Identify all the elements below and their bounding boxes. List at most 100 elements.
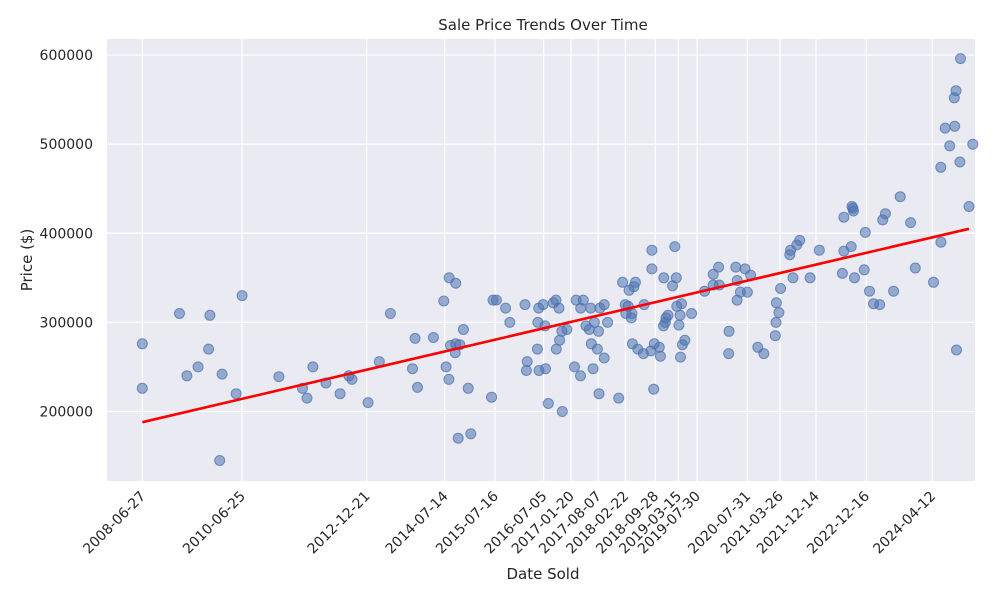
data-point	[707, 268, 719, 280]
data-point	[769, 330, 781, 342]
data-point	[273, 371, 285, 383]
data-point	[230, 388, 242, 400]
data-point	[569, 361, 580, 373]
data-point	[575, 370, 586, 382]
data-point	[713, 261, 725, 273]
data-point	[670, 272, 682, 284]
data-point	[457, 324, 469, 335]
data-point	[577, 294, 589, 306]
data-point	[598, 299, 610, 311]
data-point	[894, 191, 906, 203]
data-point	[675, 351, 686, 363]
x-axis-label: Date Sold	[506, 565, 579, 583]
data-point	[236, 290, 248, 302]
data-point	[879, 208, 891, 220]
data-point	[939, 122, 951, 134]
data-point	[935, 236, 947, 248]
data-point	[730, 261, 742, 273]
data-point	[905, 217, 917, 229]
data-point	[440, 361, 452, 373]
data-point	[203, 343, 215, 355]
data-point	[591, 343, 603, 355]
data-point	[585, 302, 597, 314]
x-tick-label: 2024-04-12	[870, 489, 939, 558]
data-point	[307, 361, 319, 373]
data-point	[954, 156, 966, 168]
x-tick-label: 2008-06-27	[80, 489, 149, 558]
data-point	[542, 398, 554, 409]
data-point	[554, 334, 566, 346]
data-point	[553, 302, 565, 314]
data-point	[593, 325, 604, 337]
data-point	[556, 406, 568, 417]
data-point	[412, 381, 423, 393]
data-point	[686, 308, 698, 319]
data-point	[770, 316, 782, 328]
y-axis-label: Price ($)	[18, 229, 36, 292]
data-point	[773, 307, 785, 319]
data-point	[949, 120, 961, 132]
data-point	[346, 373, 358, 385]
data-point	[500, 302, 512, 314]
data-point	[629, 276, 641, 288]
data-point	[174, 308, 185, 319]
data-point	[676, 298, 687, 310]
data-point	[531, 343, 543, 355]
data-point	[874, 299, 886, 311]
data-points	[136, 53, 979, 466]
data-point	[813, 244, 825, 256]
data-point	[462, 382, 474, 394]
data-point	[963, 201, 975, 212]
data-point	[654, 350, 666, 362]
y-tick-label: 200000	[40, 404, 93, 420]
data-point	[859, 226, 871, 238]
data-point	[741, 286, 753, 298]
data-point	[192, 361, 204, 373]
data-point	[836, 267, 848, 279]
data-point	[504, 316, 516, 328]
y-tick-label: 500000	[40, 137, 93, 153]
data-point	[723, 348, 735, 360]
data-point	[804, 272, 816, 284]
data-point	[540, 363, 551, 375]
data-point	[136, 382, 148, 394]
data-point	[648, 383, 660, 395]
data-point	[845, 241, 857, 253]
data-point	[909, 262, 921, 274]
data-point	[362, 397, 374, 409]
data-point	[770, 297, 782, 309]
data-point	[334, 388, 346, 400]
data-point	[955, 53, 966, 65]
data-point	[758, 348, 770, 360]
data-point	[407, 363, 418, 375]
data-point	[587, 363, 599, 375]
data-point	[613, 392, 625, 404]
x-axis-ticks: 2008-06-27 2010-06-25 2012-12-21 2014-07-14…	[80, 488, 939, 557]
data-point	[598, 352, 610, 364]
data-point	[450, 277, 462, 289]
data-point	[794, 234, 806, 246]
data-point	[452, 432, 464, 444]
trend-line	[142, 227, 970, 424]
data-point	[216, 368, 228, 380]
y-axis-ticks: 200000 300000 400000 500000 600000	[40, 48, 93, 420]
data-point	[787, 272, 799, 284]
data-point	[669, 241, 681, 253]
data-point	[181, 370, 193, 382]
data-point	[301, 392, 313, 404]
y-tick-label: 300000	[40, 315, 93, 331]
data-point	[602, 316, 614, 328]
data-point	[646, 263, 658, 275]
data-point	[465, 428, 477, 440]
x-tick-label: 2012-12-21	[305, 489, 374, 558]
data-point	[593, 388, 605, 400]
data-point	[658, 272, 670, 284]
data-point	[490, 294, 502, 306]
data-point	[214, 455, 226, 466]
gridlines	[107, 39, 975, 481]
data-point	[967, 138, 979, 150]
data-point	[858, 264, 870, 276]
data-point	[838, 211, 850, 223]
data-point	[486, 391, 498, 403]
